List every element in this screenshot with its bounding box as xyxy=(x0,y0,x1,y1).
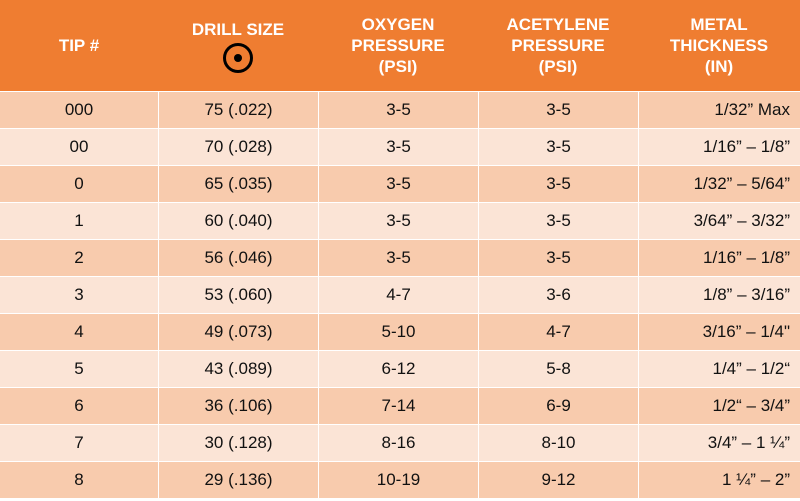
oxygen-pressure-cell: 3-5 xyxy=(318,129,478,165)
acetylene-pressure-cell: 3-5 xyxy=(478,240,638,276)
tip-cell: 6 xyxy=(74,396,84,415)
tip-cell: 1 xyxy=(74,211,84,230)
drill-size-cell: 60 (.040) xyxy=(158,203,318,239)
table-row: 0 65 (.035) 3-5 3-5 1/32” – 5/64” xyxy=(0,165,800,202)
acetylene-pressure-cell: 9-12 xyxy=(478,462,638,498)
tip-cell: 0 xyxy=(74,174,84,193)
tip-cell: 2 xyxy=(74,248,84,267)
table-row: 8 29 (.136) 10-19 9-12 1 ¼” – 2” xyxy=(0,461,800,498)
oxygen-pressure-cell: 4-7 xyxy=(318,277,478,313)
metal-thickness-cell: 3/16” – 1/4" xyxy=(638,314,800,350)
header-oxygen-pressure: OXYGEN PRESSURE (PSI) xyxy=(318,0,478,91)
table-row: 4 49 (.073) 5-10 4-7 3/16” – 1/4" xyxy=(0,313,800,350)
header-metal-line-2: THICKNESS xyxy=(669,36,769,55)
acetylene-pressure-cell: 4-7 xyxy=(478,314,638,350)
metal-thickness-cell: 1/2“ – 3/4” xyxy=(638,388,800,424)
table-row: 7 30 (.128) 8-16 8-10 3/4” – 1 ¼” xyxy=(0,424,800,461)
metal-thickness-cell: 3/4” – 1 ¼” xyxy=(638,425,800,461)
header-metal-thickness: METAL THICKNESS (IN) xyxy=(638,0,800,91)
table-row: 1 60 (.040) 3-5 3-5 3/64” – 3/32” xyxy=(0,202,800,239)
tip-cell: 00 xyxy=(69,137,89,156)
header-metal-line-3: (IN) xyxy=(704,57,734,76)
oxygen-pressure-cell: 3-5 xyxy=(318,92,478,128)
acetylene-pressure-cell: 3-5 xyxy=(478,129,638,165)
header-acetylene-line-3: (PSI) xyxy=(538,57,578,76)
header-acetylene-pressure: ACETYLENE PRESSURE (PSI) xyxy=(478,0,638,91)
target-circle-icon xyxy=(223,42,253,73)
table-row: 5 43 (.089) 6-12 5-8 1/4” – 1/2“ xyxy=(0,350,800,387)
acetylene-pressure-cell: 3-5 xyxy=(478,92,638,128)
drill-size-cell: 56 (.046) xyxy=(158,240,318,276)
tip-cell: 7 xyxy=(74,433,84,452)
table-body: 000 75 (.022) 3-5 3-5 1/32” Max 00 70 (.… xyxy=(0,91,800,498)
drill-size-cell: 43 (.089) xyxy=(158,351,318,387)
metal-thickness-cell: 3/64” – 3/32” xyxy=(638,203,800,239)
header-oxygen-line-1: OXYGEN xyxy=(361,15,435,34)
header-tip-label: TIP # xyxy=(58,36,100,55)
drill-size-cell: 53 (.060) xyxy=(158,277,318,313)
header-oxygen-line-3: (PSI) xyxy=(378,57,418,76)
drill-size-cell: 70 (.028) xyxy=(158,129,318,165)
header-oxygen-line-2: PRESSURE xyxy=(351,36,445,55)
tip-cell: 000 xyxy=(64,100,94,119)
metal-thickness-cell: 1/4” – 1/2“ xyxy=(638,351,800,387)
tip-cell: 8 xyxy=(74,470,84,489)
metal-thickness-cell: 1 ¼” – 2” xyxy=(638,462,800,498)
acetylene-pressure-cell: 6-9 xyxy=(478,388,638,424)
tip-cell: 4 xyxy=(74,322,84,341)
tip-cell: 5 xyxy=(74,359,84,378)
metal-thickness-cell: 1/32” – 5/64” xyxy=(638,166,800,202)
oxygen-pressure-cell: 6-12 xyxy=(318,351,478,387)
acetylene-pressure-cell: 5-8 xyxy=(478,351,638,387)
header-drill-size-label: DRILL SIZE xyxy=(191,19,285,39)
header-tip: TIP # xyxy=(0,0,158,91)
metal-thickness-cell: 1/8” – 3/16” xyxy=(638,277,800,313)
table-row: 2 56 (.046) 3-5 3-5 1/16” – 1/8” xyxy=(0,239,800,276)
table-row: 000 75 (.022) 3-5 3-5 1/32” Max xyxy=(0,91,800,128)
acetylene-pressure-cell: 3-6 xyxy=(478,277,638,313)
header-drill-size: DRILL SIZE xyxy=(158,0,318,91)
oxygen-pressure-cell: 3-5 xyxy=(318,166,478,202)
oxygen-pressure-cell: 10-19 xyxy=(318,462,478,498)
metal-thickness-cell: 1/32” Max xyxy=(638,92,800,128)
oxygen-pressure-cell: 7-14 xyxy=(318,388,478,424)
oxygen-pressure-cell: 8-16 xyxy=(318,425,478,461)
table-row: 3 53 (.060) 4-7 3-6 1/8” – 3/16” xyxy=(0,276,800,313)
table-row: 6 36 (.106) 7-14 6-9 1/2“ – 3/4” xyxy=(0,387,800,424)
drill-size-cell: 30 (.128) xyxy=(158,425,318,461)
metal-thickness-cell: 1/16” – 1/8” xyxy=(638,240,800,276)
header-acetylene-line-1: ACETYLENE xyxy=(506,15,610,34)
metal-thickness-cell: 1/16” – 1/8” xyxy=(638,129,800,165)
acetylene-pressure-cell: 3-5 xyxy=(478,203,638,239)
header-acetylene-line-2: PRESSURE xyxy=(511,36,605,55)
drill-size-cell: 29 (.136) xyxy=(158,462,318,498)
oxygen-pressure-cell: 3-5 xyxy=(318,240,478,276)
acetylene-pressure-cell: 8-10 xyxy=(478,425,638,461)
drill-size-cell: 49 (.073) xyxy=(158,314,318,350)
oxygen-pressure-cell: 5-10 xyxy=(318,314,478,350)
table-header: TIP # DRILL SIZE OXYGEN PRESSURE (PSI) A… xyxy=(0,0,800,91)
tip-cell: 3 xyxy=(74,285,84,304)
drill-size-cell: 65 (.035) xyxy=(158,166,318,202)
header-metal-line-1: METAL xyxy=(690,15,748,34)
acetylene-pressure-cell: 3-5 xyxy=(478,166,638,202)
table-row: 00 70 (.028) 3-5 3-5 1/16” – 1/8” xyxy=(0,128,800,165)
oxygen-pressure-cell: 3-5 xyxy=(318,203,478,239)
drill-size-cell: 75 (.022) xyxy=(158,92,318,128)
drill-size-cell: 36 (.106) xyxy=(158,388,318,424)
